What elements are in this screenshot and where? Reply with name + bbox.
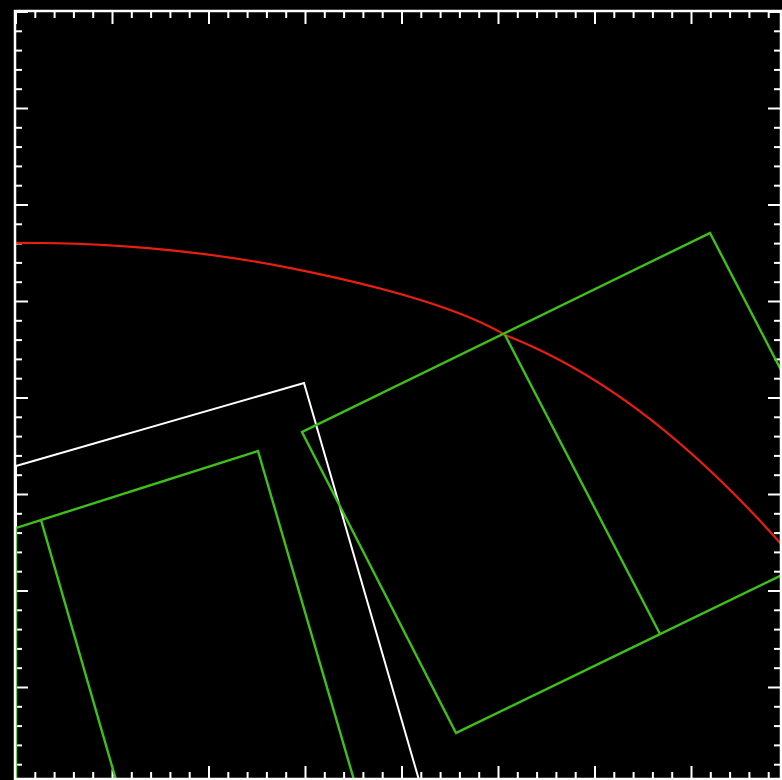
green-square-right bbox=[300, 231, 782, 735]
plot-frame bbox=[13, 9, 782, 780]
green-square-right-divider bbox=[503, 334, 662, 635]
green-rectangle-left-inner-edge bbox=[39, 519, 118, 780]
frame-ticks bbox=[15, 11, 780, 778]
red-arc bbox=[15, 241, 782, 546]
